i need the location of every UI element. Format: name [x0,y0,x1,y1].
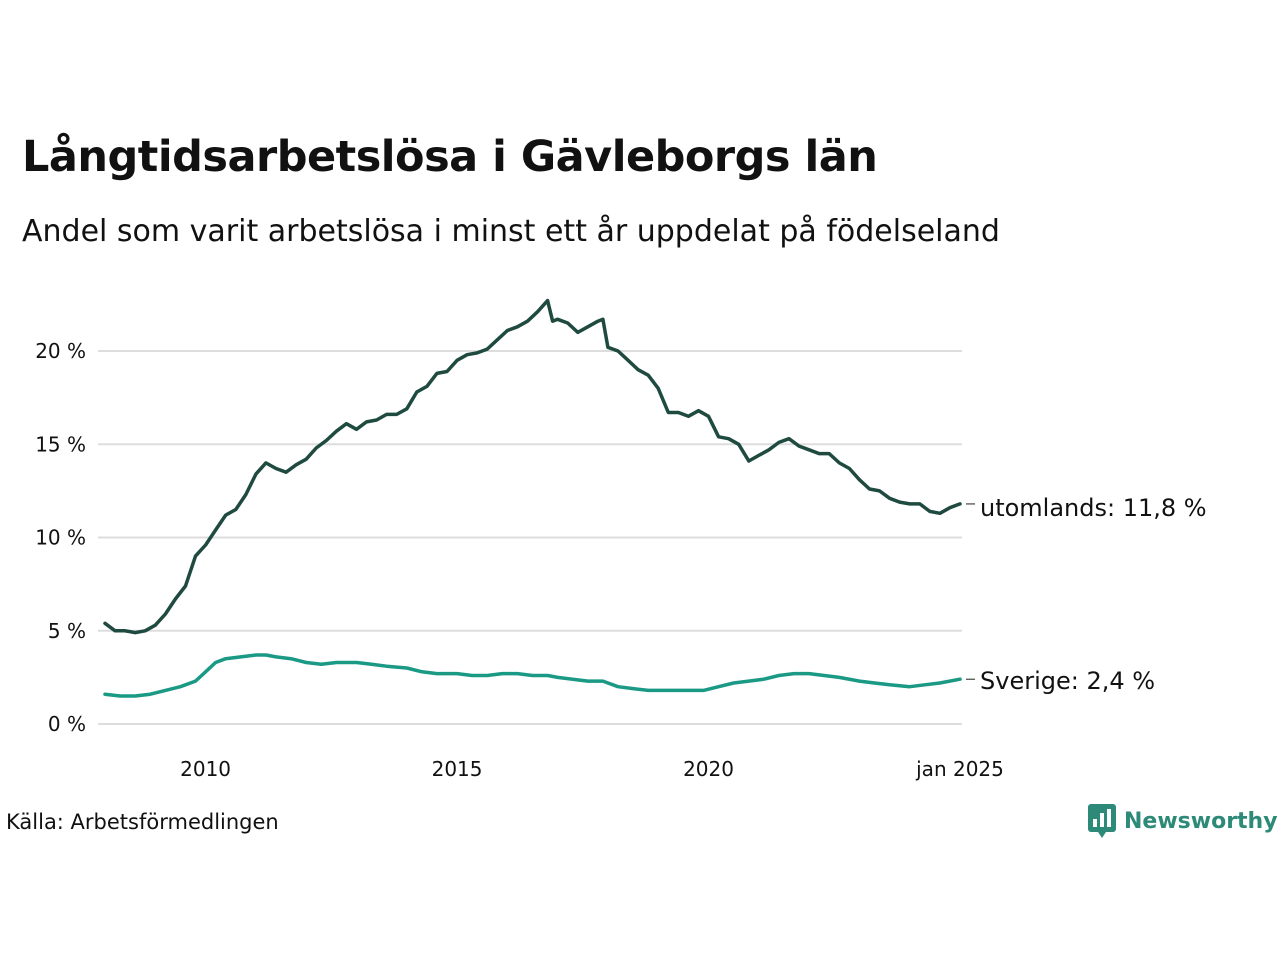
x-tick-label: 2010 [180,757,231,781]
x-tick-label: 2015 [432,757,483,781]
y-tick-label: 0 % [48,712,86,736]
series-line-sverige [103,653,962,698]
x-axis-ticks: 2010 2015 2020 jan 2025 [180,757,1004,781]
y-tick-label: 20 % [35,339,86,363]
chart-title: Långtidsarbetslösa i Gävleborgs län [22,132,878,182]
y-tick-label: 15 % [35,432,86,456]
chart-subtitle: Andel som varit arbetslösa i minst ett å… [22,214,1000,249]
series-end-label-utomlands: utomlands: 11,8 % [980,494,1207,522]
y-axis-ticks: 0 % 5 % 10 % 15 % 20 % [35,339,86,736]
x-tick-label: jan 2025 [915,757,1004,781]
series-lines [103,298,962,698]
newsworthy-logo-icon [1088,804,1116,838]
y-tick-label: 5 % [48,619,86,643]
source-note: Källa: Arbetsförmedlingen [6,810,279,834]
x-tick-label: 2020 [683,757,734,781]
gridlines [98,350,962,725]
series-line-utomlands [103,298,962,635]
y-tick-label: 10 % [35,526,86,550]
brand-logo: Newsworthy [1088,804,1278,838]
series-end-label-sverige: Sverige: 2,4 % [980,667,1155,695]
brand-name: Newsworthy [1124,808,1278,834]
series-end-labels: utomlands: 11,8 % Sverige: 2,4 % [966,494,1207,695]
